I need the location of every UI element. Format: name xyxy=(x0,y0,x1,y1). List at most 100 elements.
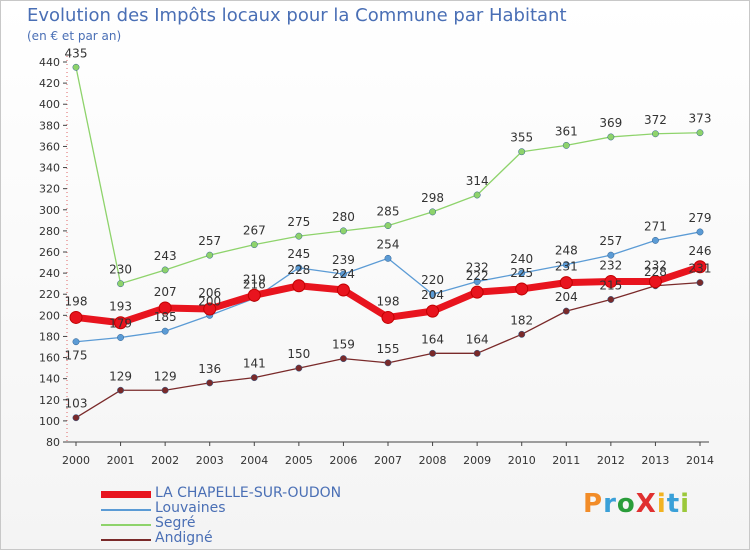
data-label: 361 xyxy=(555,124,578,138)
y-tick-label: 80 xyxy=(46,436,60,449)
data-point xyxy=(607,251,615,259)
data-point xyxy=(693,260,707,274)
data-label: 225 xyxy=(510,266,533,280)
data-point xyxy=(339,227,347,235)
data-label: 298 xyxy=(421,191,444,205)
x-tick-label: 2005 xyxy=(285,454,313,467)
data-label: 257 xyxy=(198,234,221,248)
data-label: 254 xyxy=(377,237,400,251)
data-point xyxy=(250,374,258,382)
data-label: 220 xyxy=(421,273,444,287)
data-point xyxy=(518,148,526,156)
data-label: 230 xyxy=(109,263,132,277)
data-label: 279 xyxy=(689,211,712,225)
data-label: 267 xyxy=(243,224,266,238)
data-point xyxy=(339,270,347,278)
data-point xyxy=(651,130,659,138)
chart-title: Evolution des Impôts locaux pour la Comm… xyxy=(27,5,567,26)
data-label: 164 xyxy=(421,332,444,346)
data-label: 232 xyxy=(599,259,622,273)
data-point xyxy=(72,414,80,422)
data-point xyxy=(161,327,169,335)
y-tick-label: 140 xyxy=(39,373,60,386)
proxiti-logo: ProXiti xyxy=(583,489,691,519)
data-point xyxy=(292,279,306,293)
data-label: 204 xyxy=(555,290,578,304)
data-label: 373 xyxy=(689,112,712,126)
data-point xyxy=(381,310,395,324)
legend-label: Louvaines xyxy=(155,500,226,516)
data-point xyxy=(473,349,481,357)
data-label: 200 xyxy=(198,294,221,308)
data-label: 179 xyxy=(109,317,132,331)
data-label: 372 xyxy=(644,113,667,127)
legend-swatch xyxy=(101,491,151,498)
data-label: 228 xyxy=(287,263,310,277)
data-point xyxy=(648,275,662,289)
data-label: 129 xyxy=(109,369,132,383)
data-label: 175 xyxy=(65,349,88,363)
data-label: 207 xyxy=(154,285,177,299)
y-tick-label: 380 xyxy=(39,119,60,132)
data-point xyxy=(114,316,128,330)
data-point xyxy=(470,285,484,299)
data-label: 257 xyxy=(599,234,622,248)
data-label: 243 xyxy=(154,249,177,263)
data-point xyxy=(384,222,392,230)
legend-swatch xyxy=(101,539,151,541)
x-tick-label: 2006 xyxy=(329,454,357,467)
data-point xyxy=(250,241,258,249)
data-label: 198 xyxy=(377,294,400,308)
legend-label: Andigné xyxy=(155,530,213,546)
data-point xyxy=(384,254,392,262)
data-point xyxy=(696,228,704,236)
data-label: 164 xyxy=(466,332,489,346)
x-tick-label: 2012 xyxy=(597,454,625,467)
data-label: 204 xyxy=(421,288,444,302)
data-point xyxy=(651,236,659,244)
data-point xyxy=(336,283,350,297)
data-point xyxy=(604,275,618,289)
y-tick-label: 220 xyxy=(39,288,60,301)
x-tick-label: 2008 xyxy=(419,454,447,467)
data-point xyxy=(559,276,573,290)
x-tick-label: 2014 xyxy=(686,454,714,467)
data-label: 150 xyxy=(287,347,310,361)
data-point xyxy=(562,261,570,269)
y-tick-label: 200 xyxy=(39,309,60,322)
data-label: 129 xyxy=(154,369,177,383)
data-point xyxy=(117,334,125,341)
data-label: 141 xyxy=(243,357,266,371)
y-tick-label: 100 xyxy=(39,415,60,428)
y-tick-label: 240 xyxy=(39,267,60,280)
data-label: 248 xyxy=(555,244,578,258)
data-label: 185 xyxy=(154,310,177,324)
y-tick-label: 120 xyxy=(39,394,60,407)
data-label: 232 xyxy=(466,261,489,275)
data-label: 155 xyxy=(377,342,400,356)
data-point xyxy=(206,251,214,259)
data-point xyxy=(161,266,169,274)
data-point xyxy=(696,129,704,137)
data-label: 355 xyxy=(510,131,533,145)
data-point xyxy=(206,379,214,387)
data-point xyxy=(473,191,481,199)
x-tick-label: 2001 xyxy=(107,454,135,467)
data-label: 224 xyxy=(332,267,355,281)
data-point xyxy=(429,208,437,216)
data-point xyxy=(515,282,529,296)
data-label: 228 xyxy=(644,265,667,279)
x-tick-label: 2003 xyxy=(196,454,224,467)
data-label: 435 xyxy=(65,46,88,60)
data-label: 219 xyxy=(243,272,266,286)
x-tick-label: 2009 xyxy=(463,454,491,467)
data-label: 103 xyxy=(65,397,88,411)
y-tick-label: 360 xyxy=(39,140,60,153)
data-label: 136 xyxy=(198,362,221,376)
x-tick-label: 2013 xyxy=(641,454,669,467)
legend-swatch xyxy=(101,524,151,526)
data-point xyxy=(72,63,80,71)
x-tick-label: 2004 xyxy=(240,454,268,467)
data-label: 222 xyxy=(466,269,489,283)
x-tick-label: 2002 xyxy=(151,454,179,467)
